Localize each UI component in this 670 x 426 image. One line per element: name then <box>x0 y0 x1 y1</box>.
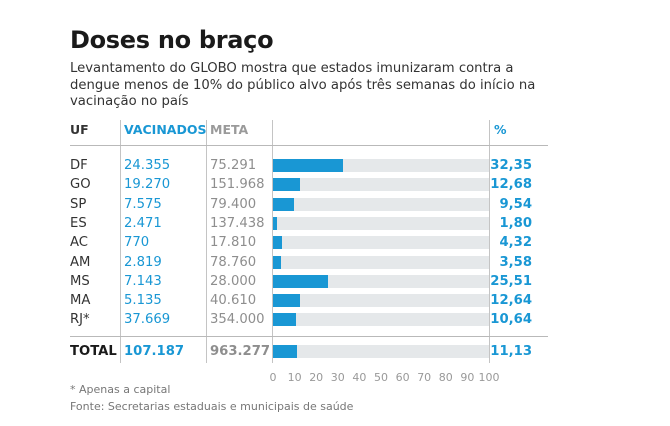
row-vaccinated-value: 770 <box>124 235 150 250</box>
row-vaccinated-value: 5.135 <box>124 293 162 308</box>
row-goal-value: 40.610 <box>210 293 257 308</box>
row-vaccinated-value: 24.355 <box>124 158 171 173</box>
row-percent-label: 25,51 <box>490 274 532 289</box>
bar-es <box>273 217 277 230</box>
x-tick-label: 80 <box>438 371 453 384</box>
bar-df <box>273 159 343 172</box>
header-percent: % <box>494 122 507 137</box>
chart-subtitle: Levantamento do GLOBO mostra que estados… <box>70 61 536 109</box>
row-percent-label: 32,35 <box>490 158 532 173</box>
row-uf-label: SP <box>70 197 87 212</box>
header-vaccinated: VACINADOS <box>124 122 207 137</box>
column-divider-uf <box>120 120 121 363</box>
row-vaccinated-value: 2.819 <box>124 255 162 270</box>
bar-total-track <box>273 345 489 358</box>
row-goal-value: 137.438 <box>210 216 265 231</box>
row-goal-value: 75.291 <box>210 158 257 173</box>
bar-go <box>273 178 301 191</box>
total-label: TOTAL <box>70 344 117 359</box>
row-uf-label: MA <box>70 293 91 308</box>
row-vaccinated-value: 7.143 <box>124 274 162 289</box>
bar-total <box>273 345 298 358</box>
bar-ms <box>273 275 329 288</box>
bar-ac <box>273 236 283 249</box>
row-vaccinated-value: 37.669 <box>124 312 171 327</box>
bar-go-track <box>273 178 489 191</box>
header-uf: UF <box>70 122 89 137</box>
chart-title: Doses no braço <box>70 26 274 54</box>
total-percent-label: 11,13 <box>490 344 532 359</box>
x-tick-label: 70 <box>417 371 432 384</box>
row-goal-value: 78.760 <box>210 255 257 270</box>
row-uf-label: MS <box>70 274 90 289</box>
x-tick-label: 100 <box>478 371 500 384</box>
bar-am-track <box>273 256 489 269</box>
row-goal-value: 28.000 <box>210 274 257 289</box>
row-percent-label: 12,68 <box>490 177 532 192</box>
x-tick-label: 0 <box>269 371 277 384</box>
row-vaccinated-value: 19.270 <box>124 177 171 192</box>
column-divider-bars <box>489 120 490 363</box>
row-uf-label: AC <box>70 235 88 250</box>
column-divider-vaccinated <box>206 120 207 363</box>
x-tick-label: 60 <box>395 371 410 384</box>
header-rule <box>70 145 548 146</box>
row-percent-label: 3,58 <box>499 255 532 270</box>
bar-sp <box>273 198 294 211</box>
row-percent-label: 1,80 <box>499 216 532 231</box>
total-goal-value: 963.277 <box>210 344 271 359</box>
bar-rj <box>273 313 296 326</box>
row-uf-label: AM <box>70 255 91 270</box>
x-tick-label: 10 <box>287 371 302 384</box>
row-percent-label: 10,64 <box>490 312 532 327</box>
row-uf-label: RJ* <box>70 312 90 327</box>
bar-ma <box>273 294 301 307</box>
header-goal: META <box>210 122 249 137</box>
bar-am <box>273 256 281 269</box>
bar-ac-track <box>273 236 489 249</box>
x-tick-label: 90 <box>460 371 475 384</box>
column-divider-goal <box>272 120 273 363</box>
row-goal-value: 17.810 <box>210 235 257 250</box>
row-percent-label: 9,54 <box>499 197 532 212</box>
row-vaccinated-value: 7.575 <box>124 197 162 212</box>
row-goal-value: 354.000 <box>210 312 265 327</box>
bar-es-track <box>273 217 489 230</box>
x-tick-label: 50 <box>374 371 388 384</box>
bar-df-track <box>273 159 489 172</box>
row-uf-label: ES <box>70 216 87 231</box>
bar-ms-track <box>273 275 489 288</box>
total-rule <box>70 336 548 337</box>
total-vaccinated-value: 107.187 <box>124 344 185 359</box>
bar-sp-track <box>273 198 489 211</box>
row-vaccinated-value: 2.471 <box>124 216 162 231</box>
x-tick-label: 30 <box>330 371 345 384</box>
row-goal-value: 79.400 <box>210 197 257 212</box>
row-percent-label: 12,64 <box>490 293 532 308</box>
footnote: * Apenas a capital <box>70 383 171 396</box>
bar-rj-track <box>273 313 489 326</box>
x-tick-label: 20 <box>309 371 324 384</box>
x-tick-label: 40 <box>352 371 367 384</box>
source-note: Fonte: Secretarias estaduais e municipai… <box>70 400 354 413</box>
row-goal-value: 151.968 <box>210 177 265 192</box>
row-uf-label: GO <box>70 177 91 192</box>
bar-ma-track <box>273 294 489 307</box>
row-uf-label: DF <box>70 158 88 173</box>
row-percent-label: 4,32 <box>499 235 532 250</box>
